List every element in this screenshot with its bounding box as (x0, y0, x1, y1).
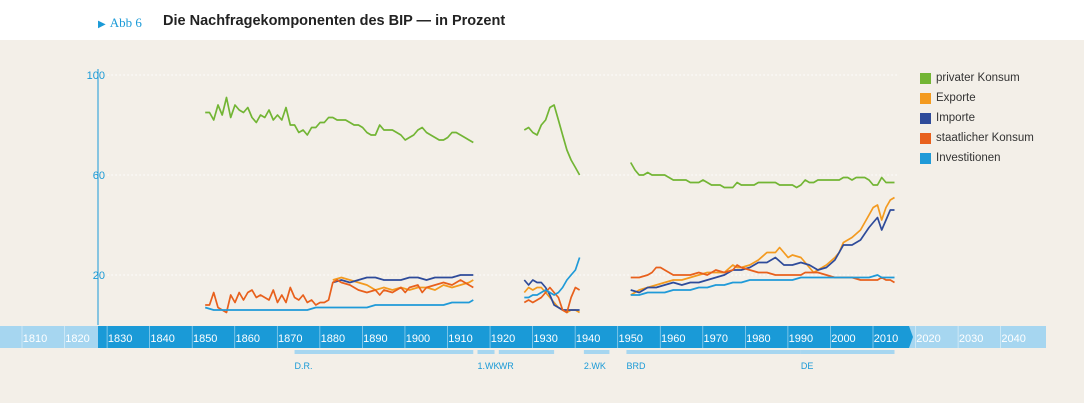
period-label: D.R. (295, 361, 313, 371)
x-tick-label: 1890 (363, 333, 387, 345)
x-tick-label: 1870 (278, 333, 302, 345)
legend-swatch (920, 133, 931, 144)
legend-label: privater Konsum (936, 72, 1020, 84)
legend-item: Importe (920, 112, 1084, 124)
x-tick-label: 1910 (448, 333, 472, 345)
y-tick-label: 100 (87, 70, 105, 82)
y-tick-label: 20 (93, 270, 105, 282)
series-line (630, 209, 895, 294)
x-tick-label: 1930 (533, 333, 557, 345)
x-tick-label: 1900 (406, 333, 430, 345)
figure-header: ▶ Abb 6 Die Nachfragekomponenten des BIP … (0, 0, 1084, 40)
legend-swatch (920, 73, 931, 84)
x-tick-label: 2030 (959, 333, 983, 345)
period-label: BRD (626, 361, 646, 371)
x-tick-label: 1950 (618, 333, 642, 345)
legend-item: staatlicher Konsum (920, 132, 1084, 144)
x-tick-label: 1820 (65, 333, 89, 345)
x-tick-label: 1860 (236, 333, 260, 345)
y-tick-label: 60 (93, 170, 105, 182)
chart-title: Die Nachfragekomponenten des BIP — in Pr… (163, 13, 506, 29)
series-line (332, 274, 474, 284)
legend-label: staatlicher Konsum (936, 132, 1034, 144)
series-line (523, 286, 581, 314)
period-label: 2.WK (584, 361, 606, 371)
series-line (205, 279, 474, 314)
legend-label: Importe (936, 112, 975, 124)
legend-swatch (920, 113, 931, 124)
legend-item: Exporte (920, 92, 1084, 104)
x-tick-label: 1880 (321, 333, 345, 345)
x-tick-label: 1920 (491, 333, 515, 345)
x-tick-label: 2010 (874, 333, 898, 345)
chart-legend: privater Konsum Exporte Importe staatlicher… (920, 72, 1084, 172)
series-line (204, 299, 474, 311)
x-tick-label: 1830 (108, 333, 132, 345)
x-tick-label: 1940 (576, 333, 600, 345)
series-line (332, 276, 474, 291)
timeline-active-range (98, 326, 913, 348)
series-line (630, 264, 895, 284)
series-line (630, 274, 895, 296)
x-tick-label: 1980 (746, 333, 770, 345)
legend-label: Exporte (936, 92, 976, 104)
x-tick-label: 2040 (1001, 333, 1025, 345)
series-line (523, 104, 581, 176)
series-line (630, 196, 895, 296)
series-line (629, 162, 895, 189)
legend-item: privater Konsum (920, 72, 1084, 84)
series-line (205, 96, 474, 144)
legend-swatch (920, 93, 931, 104)
legend-label: Investitionen (936, 152, 1001, 164)
triangle-icon: ▶ (98, 19, 106, 30)
series-line (523, 279, 580, 311)
period-bar (800, 350, 895, 354)
figure-number-label: Abb 6 (109, 15, 142, 30)
series-line (524, 257, 581, 299)
period-bar (294, 350, 474, 354)
period-bar (498, 350, 555, 354)
x-tick-label: 1960 (661, 333, 685, 345)
legend-item: Investitionen (920, 152, 1084, 164)
period-label: 1.WK (478, 361, 500, 371)
legend-swatch (920, 153, 931, 164)
x-tick-label: 1850 (193, 333, 217, 345)
x-tick-label: 2020 (916, 333, 940, 345)
x-tick-label: 1810 (23, 333, 47, 345)
x-tick-label: 1970 (704, 333, 728, 345)
period-label: WR (499, 361, 514, 371)
period-bar (477, 350, 495, 354)
x-tick-label: 1840 (150, 333, 174, 345)
x-tick-label: 2000 (831, 333, 855, 345)
period-label: DE (801, 361, 814, 371)
x-tick-label: 1990 (789, 333, 813, 345)
period-bar (583, 350, 610, 354)
period-bar (626, 350, 801, 354)
figure-number: ▶ Abb 6 (98, 15, 142, 31)
